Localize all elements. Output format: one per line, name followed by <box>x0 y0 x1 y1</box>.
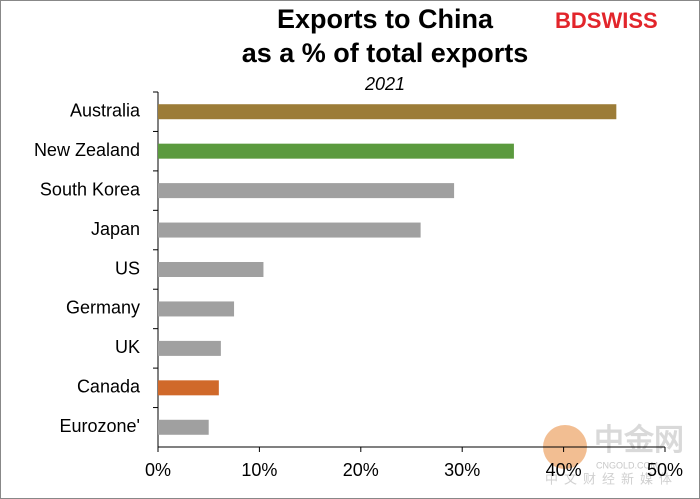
y-tick-label: New Zealand <box>34 140 140 160</box>
y-tick-label: UK <box>115 337 140 357</box>
watermark-name: 中金网 <box>594 423 684 457</box>
y-tick-label: Australia <box>70 100 141 120</box>
x-tick-label: 30% <box>444 460 480 480</box>
bar <box>158 183 455 199</box>
bar <box>158 419 209 435</box>
y-tick-label: South Korea <box>40 179 141 199</box>
bar <box>158 143 514 159</box>
chart-title: Exports to China <box>277 4 494 34</box>
bar <box>158 222 421 238</box>
y-tick-label: Eurozone' <box>60 416 141 436</box>
y-tick-label: Germany <box>66 298 140 318</box>
bar <box>158 340 221 356</box>
x-tick-label: 50% <box>647 460 683 480</box>
watermark-tagline: 中文财经新媒体 <box>545 471 678 486</box>
chart-subtitle: 2021 <box>364 74 405 94</box>
watermark-site: CNGOLD.COM <box>596 460 658 470</box>
x-tick-label: 10% <box>241 460 277 480</box>
brand-logo: BDSWISS <box>555 8 658 33</box>
bar <box>158 301 235 317</box>
x-tick-label: 0% <box>145 460 171 480</box>
x-tick-label: 20% <box>343 460 379 480</box>
chart-title: as a % of total exports <box>242 38 529 68</box>
y-tick-label: Canada <box>77 377 141 397</box>
x-tick-label: 40% <box>546 460 582 480</box>
bar <box>158 380 219 396</box>
bar <box>158 262 264 277</box>
y-tick-label: Japan <box>91 219 140 239</box>
bar <box>158 104 617 120</box>
y-tick-label: US <box>115 258 140 278</box>
